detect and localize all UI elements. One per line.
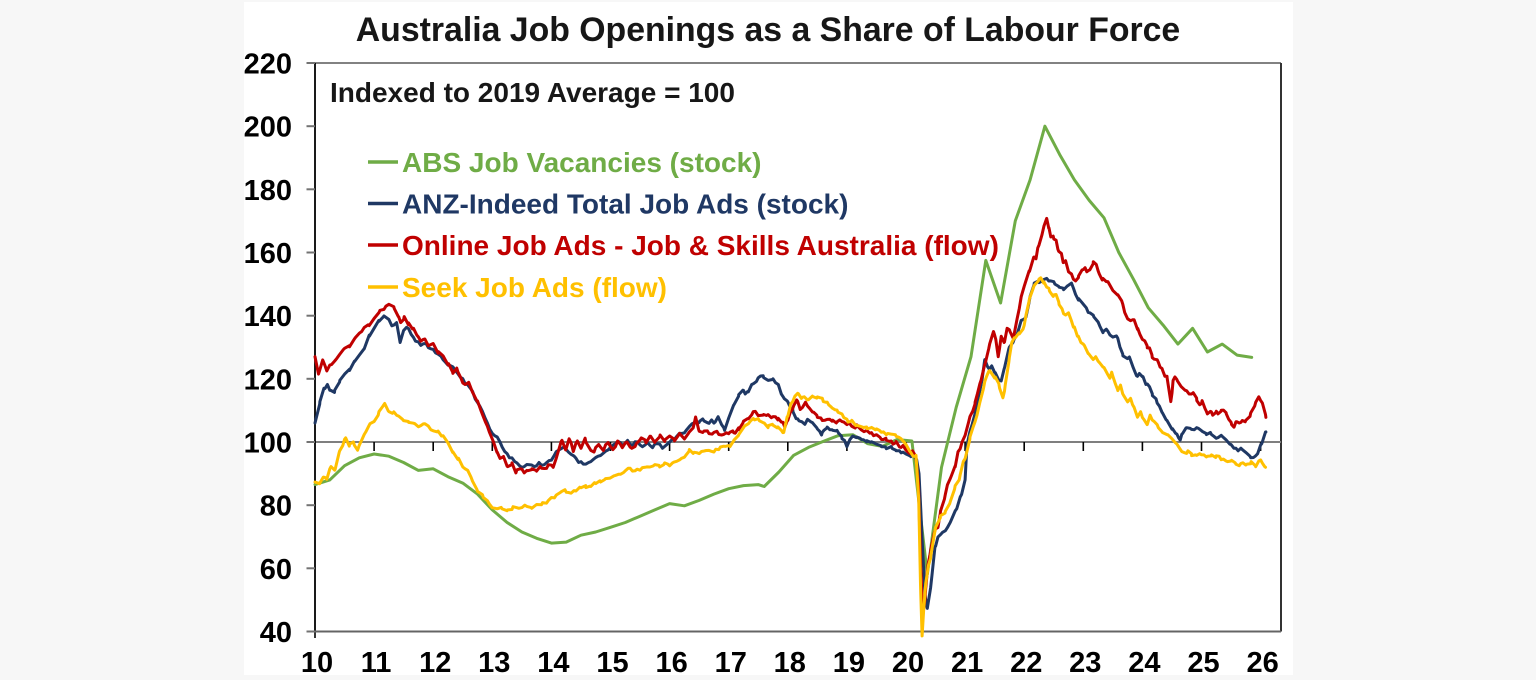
svg-text:160: 160 [244, 238, 292, 270]
svg-text:220: 220 [244, 49, 292, 81]
svg-text:ANZ-Indeed Total Job Ads (stoc: ANZ-Indeed Total Job Ads (stock) [402, 189, 848, 220]
svg-text:25: 25 [1187, 647, 1219, 679]
svg-text:24: 24 [1128, 647, 1160, 679]
svg-text:15: 15 [596, 647, 628, 679]
svg-text:ABS Job Vacancies (stock): ABS Job Vacancies (stock) [402, 147, 761, 178]
svg-text:23: 23 [1069, 647, 1101, 679]
svg-text:17: 17 [715, 647, 747, 679]
svg-text:22: 22 [1010, 647, 1042, 679]
svg-text:21: 21 [951, 647, 983, 679]
svg-text:19: 19 [833, 647, 865, 679]
svg-text:200: 200 [244, 112, 292, 144]
svg-text:13: 13 [478, 647, 510, 679]
svg-text:Indexed to 2019 Average = 100: Indexed to 2019 Average = 100 [330, 77, 735, 108]
svg-text:80: 80 [260, 491, 292, 523]
svg-text:10: 10 [301, 647, 333, 679]
svg-text:20: 20 [892, 647, 924, 679]
svg-text:140: 140 [244, 301, 292, 333]
svg-text:100: 100 [244, 428, 292, 460]
svg-text:12: 12 [419, 647, 451, 679]
svg-text:60: 60 [260, 554, 292, 586]
svg-text:16: 16 [655, 647, 687, 679]
svg-text:Seek Job Ads (flow): Seek Job Ads (flow) [402, 272, 667, 303]
svg-text:120: 120 [244, 364, 292, 396]
svg-text:14: 14 [537, 647, 569, 679]
svg-text:Online Job Ads - Job & Skills: Online Job Ads - Job & Skills Australia … [402, 230, 999, 261]
svg-text:11: 11 [361, 647, 392, 679]
svg-text:180: 180 [244, 175, 292, 207]
svg-text:26: 26 [1246, 647, 1278, 679]
svg-text:Australia Job Openings as a Sh: Australia Job Openings as a Share of Lab… [356, 11, 1180, 49]
svg-text:40: 40 [260, 617, 292, 649]
svg-text:18: 18 [774, 647, 806, 679]
